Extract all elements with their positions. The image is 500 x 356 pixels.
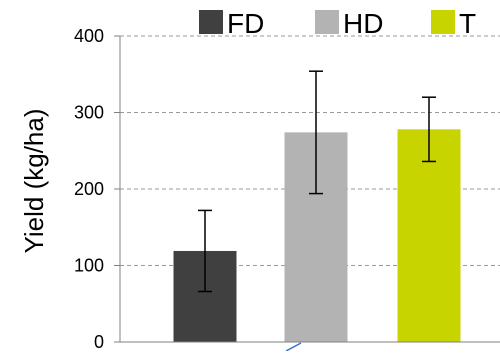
- pointer-arrow-fragment: [285, 342, 302, 352]
- legend-swatch-t: [431, 10, 455, 34]
- legend-label-hd: HD: [343, 8, 383, 39]
- bars: [173, 129, 461, 342]
- y-axis-label: Yield (kg/ha): [19, 109, 49, 254]
- legend-label-fd: FD: [227, 8, 264, 39]
- y-tick-label-100: 100: [74, 256, 104, 276]
- y-tick-label-300: 300: [74, 103, 104, 123]
- bar-t: [397, 129, 461, 342]
- y-tick-label-0: 0: [94, 332, 104, 351]
- y-tick-label-200: 200: [74, 179, 104, 199]
- legend: FD HD T: [199, 8, 476, 39]
- axes: [114, 35, 500, 343]
- legend-swatch-fd: [199, 10, 223, 34]
- legend-swatch-hd: [315, 10, 339, 34]
- legend-label-t: T: [459, 8, 476, 39]
- y-tick-labels: 0 100 200 300 400: [74, 26, 104, 352]
- error-bars: [198, 70, 436, 293]
- y-tick-label-400: 400: [74, 26, 104, 46]
